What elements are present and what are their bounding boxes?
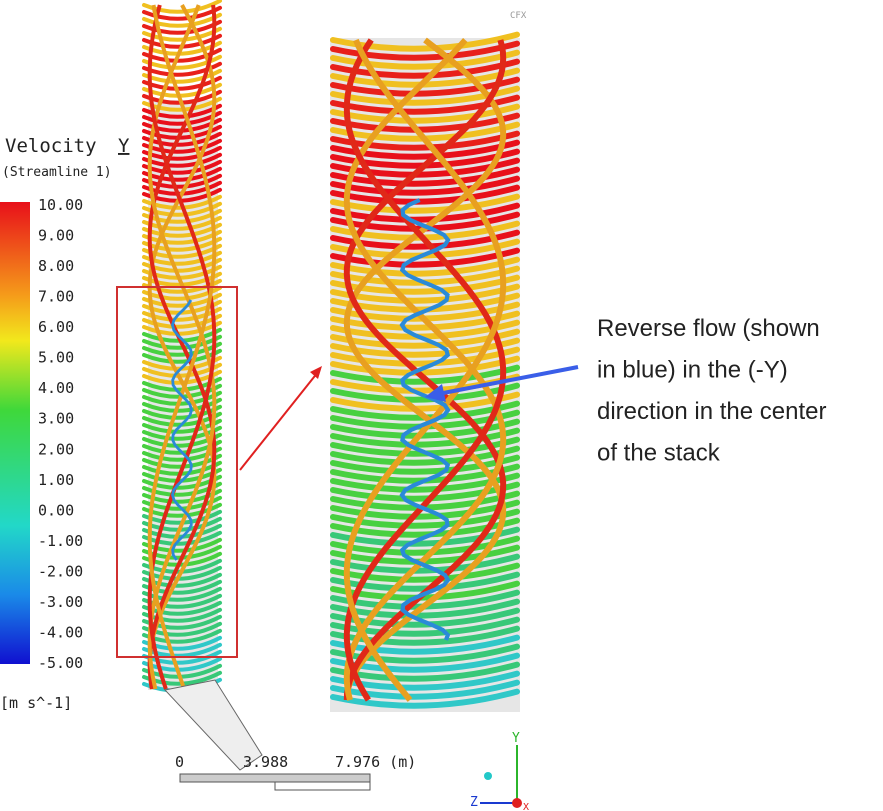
legend-label: -4.00 bbox=[38, 623, 83, 641]
legend-label: -3.00 bbox=[38, 593, 83, 611]
legend-component: Y bbox=[118, 135, 130, 157]
logo: CFX bbox=[510, 11, 527, 21]
zoom-arrowhead bbox=[310, 366, 322, 379]
axis-x bbox=[512, 798, 522, 808]
axis-z-label: Z bbox=[470, 795, 478, 810]
legend-label: 8.00 bbox=[38, 257, 74, 275]
scale-label: 7.976 (m) bbox=[335, 753, 416, 771]
axis-x-label: X bbox=[523, 802, 529, 811]
legend-label: 5.00 bbox=[38, 349, 74, 367]
scale-label: 3.988 bbox=[243, 753, 288, 771]
annotation-line: of the stack bbox=[597, 440, 721, 467]
legend-label: 3.00 bbox=[38, 410, 74, 428]
legend-label: -5.00 bbox=[38, 654, 83, 672]
scale-bar bbox=[180, 774, 370, 782]
legend-title: Velocity bbox=[5, 135, 97, 157]
scale-bar-lower bbox=[275, 782, 370, 790]
legend-label: 2.00 bbox=[38, 440, 74, 458]
legend-units: [m s^-1] bbox=[0, 694, 72, 712]
legend-label: 1.00 bbox=[38, 471, 74, 489]
axis-y-label: Y bbox=[512, 731, 520, 746]
annotation-line: in blue) in the (-Y) bbox=[597, 357, 788, 384]
legend-label: 6.00 bbox=[38, 318, 74, 336]
cfd-figure: CFX Velocity Y (Streamline 1) 10.00 9.00 8… bbox=[0, 0, 883, 811]
legend-label: -1.00 bbox=[38, 532, 83, 550]
legend-label: 4.00 bbox=[38, 379, 74, 397]
legend-label: 9.00 bbox=[38, 227, 74, 245]
legend-label: 10.00 bbox=[38, 196, 83, 214]
view-dot bbox=[484, 772, 492, 780]
legend-label: 0.00 bbox=[38, 501, 74, 519]
legend-bar bbox=[0, 202, 30, 664]
legend-label: -2.00 bbox=[38, 562, 83, 580]
scale-label: 0 bbox=[175, 753, 184, 771]
annotation-line: direction in the center bbox=[597, 398, 826, 425]
legend-subtitle: (Streamline 1) bbox=[2, 165, 112, 180]
annotation-line: Reverse flow (shown bbox=[597, 315, 820, 342]
zoom-arrow bbox=[240, 372, 318, 470]
legend-label: 7.00 bbox=[38, 288, 74, 306]
